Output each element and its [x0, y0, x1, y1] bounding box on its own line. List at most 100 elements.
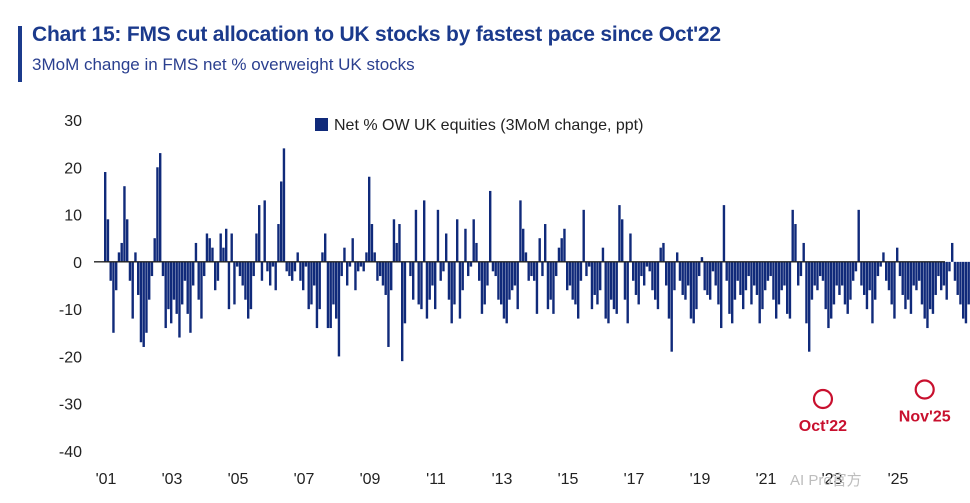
bar: [629, 233, 632, 262]
bar: [266, 261, 269, 272]
bar: [810, 261, 814, 300]
bar: [381, 261, 385, 286]
bar: [203, 261, 206, 277]
bar: [128, 261, 132, 281]
bar: [324, 233, 327, 262]
bar: [346, 261, 349, 286]
bar: [428, 261, 431, 300]
bar: [959, 261, 962, 305]
bar: [310, 261, 313, 305]
bar: [566, 261, 569, 291]
bar: [618, 205, 621, 262]
bar: [623, 261, 627, 300]
bar: [467, 261, 470, 277]
bar: [761, 261, 764, 310]
bar: [898, 261, 902, 277]
bar: [417, 261, 420, 305]
bar: [227, 261, 231, 310]
bar: [414, 209, 418, 262]
bar: [780, 261, 783, 291]
bar: [786, 261, 789, 314]
bar: [351, 238, 354, 262]
bar: [632, 261, 635, 281]
bar: [486, 261, 489, 286]
bar: [170, 261, 173, 324]
bar: [439, 261, 442, 281]
bar: [777, 261, 781, 305]
bar: [357, 261, 360, 272]
annotation-circle: [812, 388, 834, 410]
bar: [326, 261, 330, 329]
bar: [159, 153, 162, 262]
bar: [687, 261, 690, 286]
bar: [546, 261, 550, 310]
bar: [192, 261, 195, 286]
bar: [717, 261, 720, 305]
bar: [211, 247, 214, 262]
bar: [296, 252, 299, 262]
bar: [472, 219, 475, 262]
bar: [348, 261, 352, 267]
y-tick-label: -30: [59, 397, 82, 414]
bar: [280, 181, 283, 262]
bar: [918, 261, 921, 281]
bar: [854, 261, 858, 272]
bar: [137, 261, 140, 295]
bar: [552, 261, 555, 314]
bar: [538, 238, 541, 262]
bar: [907, 261, 910, 300]
bar: [502, 261, 506, 319]
bar: [285, 261, 288, 272]
bar: [857, 209, 860, 262]
bar: [846, 261, 849, 314]
bar: [359, 261, 363, 267]
bar: [302, 261, 305, 291]
annotation-label: Oct'22: [799, 418, 847, 435]
bar: [827, 261, 830, 329]
bar: [662, 242, 665, 262]
bar: [489, 190, 492, 262]
bar: [764, 261, 767, 291]
bar: [436, 209, 440, 262]
bar: [824, 261, 827, 310]
bar: [329, 261, 332, 329]
bar: [656, 261, 660, 310]
bar: [648, 261, 651, 272]
bar: [505, 261, 508, 324]
bar: [244, 261, 247, 300]
bar: [431, 261, 434, 286]
bar: [373, 252, 376, 262]
bar: [791, 209, 794, 262]
chart-title: Chart 15: FMS cut allocation to UK stock…: [32, 23, 721, 46]
bar: [277, 224, 280, 262]
bar: [775, 261, 778, 319]
annotation-circle: [914, 379, 935, 400]
bar: [370, 224, 374, 262]
bar: [491, 261, 495, 272]
y-tick-label: 30: [64, 113, 82, 130]
legend-swatch: [315, 118, 328, 131]
bar: [480, 261, 484, 314]
x-tick-label: '25: [888, 471, 909, 488]
bar: [183, 261, 187, 281]
x-tick-label: '03: [162, 471, 183, 488]
bar: [703, 261, 706, 291]
bar: [832, 261, 836, 305]
x-tick-label: '11: [426, 471, 446, 488]
bar: [161, 261, 165, 277]
bar: [769, 261, 772, 277]
bar: [887, 261, 891, 291]
bar: [838, 261, 841, 295]
y-tick-label: 20: [64, 160, 82, 177]
bar: [321, 252, 324, 262]
bar: [533, 261, 536, 281]
bar: [695, 261, 698, 310]
bar: [167, 261, 170, 310]
bar: [260, 261, 264, 281]
x-tick-label: '21: [756, 471, 777, 488]
bar: [676, 252, 679, 262]
bar: [120, 242, 123, 262]
x-tick-label: '13: [492, 471, 513, 488]
annotation-label: Nov'25: [899, 409, 951, 426]
bar: [929, 261, 932, 310]
